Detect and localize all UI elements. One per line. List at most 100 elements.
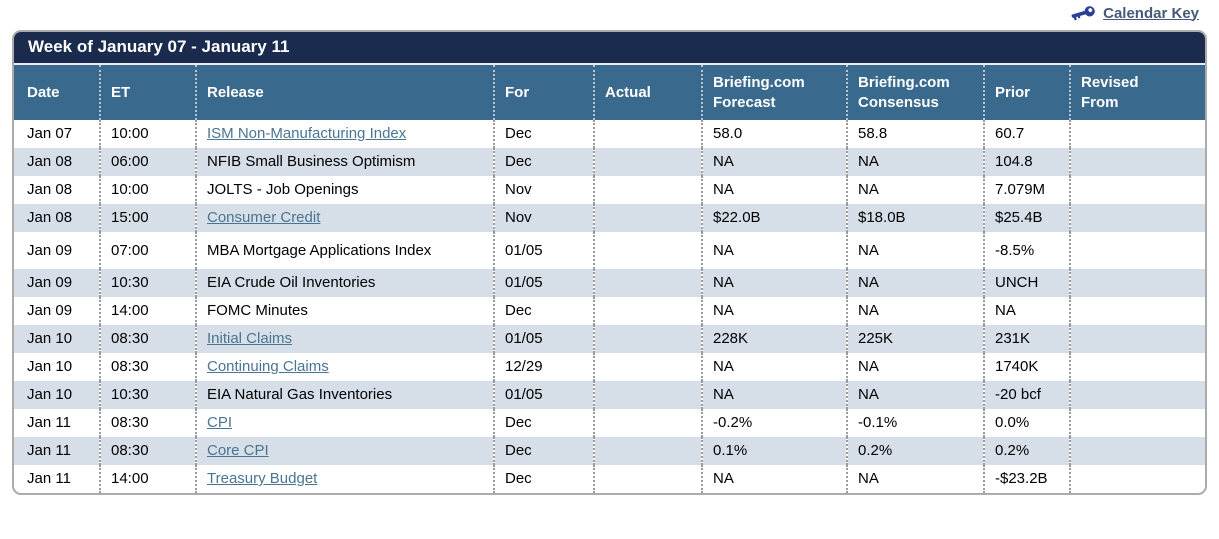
cell-et: 08:30 — [99, 353, 196, 381]
cell-et: 07:00 — [99, 232, 196, 269]
cell-actual — [593, 269, 702, 297]
cell-prior: -8.5% — [983, 232, 1070, 269]
cell-revised — [1069, 465, 1205, 493]
cell-revised — [1069, 297, 1205, 325]
cell-release: JOLTS - Job Openings — [195, 176, 494, 204]
header-row: Date ET Release For Actual Briefing.com Foreca… — [14, 65, 1205, 120]
cell-consensus: 0.2% — [846, 437, 984, 465]
cell-revised — [1069, 381, 1205, 409]
cell-forecast: NA — [701, 148, 847, 176]
cell-forecast: -0.2% — [701, 409, 847, 437]
cell-prior: -20 bcf — [983, 381, 1070, 409]
cell-consensus: NA — [846, 148, 984, 176]
cell-actual — [593, 409, 702, 437]
cell-forecast: NA — [701, 176, 847, 204]
cell-revised — [1069, 176, 1205, 204]
column-header-release: Release — [195, 65, 494, 120]
cell-et: 08:30 — [99, 325, 196, 353]
cell-revised — [1069, 437, 1205, 465]
cell-prior: -$23.2B — [983, 465, 1070, 493]
week-title-bar: Week of January 07 - January 11 — [14, 32, 1205, 65]
cell-forecast: NA — [701, 269, 847, 297]
cell-forecast: NA — [701, 232, 847, 269]
cell-prior: $25.4B — [983, 204, 1070, 232]
key-icon — [1070, 3, 1098, 23]
cell-for: Dec — [493, 148, 594, 176]
cell-forecast: 58.0 — [701, 120, 847, 148]
cell-revised — [1069, 409, 1205, 437]
cell-date: Jan 10 — [27, 358, 73, 375]
cell-prior: 1740K — [983, 353, 1070, 381]
cell-consensus: NA — [846, 232, 984, 269]
cell-prior: UNCH — [983, 269, 1070, 297]
cell-release: Core CPI — [195, 437, 494, 465]
cell-forecast: NA — [701, 297, 847, 325]
release-link[interactable]: Initial Claims — [207, 330, 293, 347]
cell-prior: NA — [983, 297, 1070, 325]
cell-consensus: NA — [846, 465, 984, 493]
table-row: Jan 11 08:30 Core CPI Dec 0.1% 0.2% 0.2% — [14, 437, 1205, 465]
cell-release: FOMC Minutes — [195, 297, 494, 325]
cell-for: Dec — [493, 437, 594, 465]
cell-consensus: NA — [846, 269, 984, 297]
cell-date: Jan 09 — [27, 242, 73, 259]
economic-calendar-table: Date ET Release For Actual Briefing.com Foreca… — [14, 65, 1205, 493]
cell-et: 06:00 — [99, 148, 196, 176]
release-link[interactable]: Core CPI — [207, 442, 269, 459]
cell-actual — [593, 176, 702, 204]
release-link[interactable]: Treasury Budget — [207, 470, 318, 487]
table-row: Jan 07 10:00 ISM Non-Manufacturing Index De… — [14, 120, 1205, 148]
cell-release: NFIB Small Business Optimism — [195, 148, 494, 176]
cell-forecast: $22.0B — [701, 204, 847, 232]
cell-for: Dec — [493, 120, 594, 148]
cell-date: Jan 10 — [14, 381, 100, 409]
cell-prior: 7.079M — [983, 176, 1070, 204]
cell-date: Jan 11 — [27, 470, 71, 487]
cell-for: 01/05 — [493, 325, 594, 353]
cell-prior: 0.0% — [983, 409, 1070, 437]
column-header-consensus: Briefing.com Consensus — [846, 65, 984, 120]
cell-date: Jan 09 — [14, 269, 100, 297]
column-header-actual: Actual — [593, 65, 702, 120]
cell-prior: 104.8 — [983, 148, 1070, 176]
cell-forecast: 228K — [701, 325, 847, 353]
table-row: Jan 11 14:00 Treasury Budget Dec NA NA -$23.2B — [14, 465, 1205, 493]
column-header-et: ET — [99, 65, 196, 120]
cell-actual — [593, 148, 702, 176]
cell-release: CPI — [195, 409, 494, 437]
cell-et: 08:30 — [99, 409, 196, 437]
cell-for: 12/29 — [493, 353, 594, 381]
economic-calendar-panel: Week of January 07 - January 11 Date ET Re… — [12, 30, 1207, 495]
calendar-key-link[interactable]: Calendar Key — [1070, 3, 1199, 23]
cell-actual — [593, 325, 702, 353]
cell-consensus: NA — [846, 297, 984, 325]
cell-revised — [1069, 269, 1205, 297]
table-row: Jan 10 08:30 Continuing Claims 12/29 NA NA 174… — [14, 353, 1205, 381]
column-header-forecast: Briefing.com Forecast — [701, 65, 847, 120]
release-link[interactable]: Consumer Credit — [207, 209, 321, 226]
cell-date: Jan 11 — [14, 437, 100, 465]
release-link[interactable]: ISM Non-Manufacturing Index — [207, 125, 407, 142]
cell-for: Dec — [493, 297, 594, 325]
column-header-date: Date — [14, 65, 100, 120]
release-link[interactable]: CPI — [207, 414, 233, 431]
cell-consensus: 58.8 — [846, 120, 984, 148]
cell-et: 10:30 — [99, 269, 196, 297]
table-row: Jan 10 08:30 Initial Claims 01/05 228K 225K 23… — [14, 325, 1205, 353]
cell-actual — [593, 297, 702, 325]
table-row: Jan 11 08:30 CPI Dec -0.2% -0.1% 0.0% — [14, 409, 1205, 437]
cell-date: Jan 09 — [27, 302, 73, 319]
cell-prior: 60.7 — [983, 120, 1070, 148]
table-row: Jan 10 10:30 EIA Natural Gas Inventories 01… — [14, 381, 1205, 409]
cell-revised — [1069, 353, 1205, 381]
release-link[interactable]: Continuing Claims — [207, 358, 329, 375]
cell-et: 14:00 — [99, 297, 196, 325]
cell-consensus: NA — [846, 353, 984, 381]
cell-release: EIA Natural Gas Inventories — [195, 381, 494, 409]
column-header-revised: Revised From — [1069, 65, 1205, 120]
cell-release: MBA Mortgage Applications Index — [195, 232, 494, 269]
cell-et: 10:00 — [99, 120, 196, 148]
cell-actual — [593, 465, 702, 493]
calendar-key-label[interactable]: Calendar Key — [1103, 4, 1199, 22]
cell-revised — [1069, 325, 1205, 353]
